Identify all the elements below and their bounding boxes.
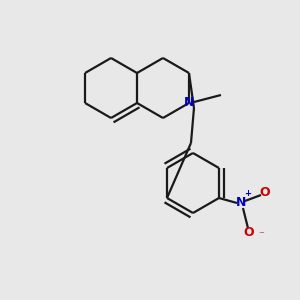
Text: ⁻: ⁻ xyxy=(258,230,264,240)
Text: +: + xyxy=(244,188,251,197)
Text: N: N xyxy=(184,97,194,110)
Text: O: O xyxy=(244,226,254,239)
Text: N: N xyxy=(236,196,246,209)
Text: O: O xyxy=(260,187,270,200)
